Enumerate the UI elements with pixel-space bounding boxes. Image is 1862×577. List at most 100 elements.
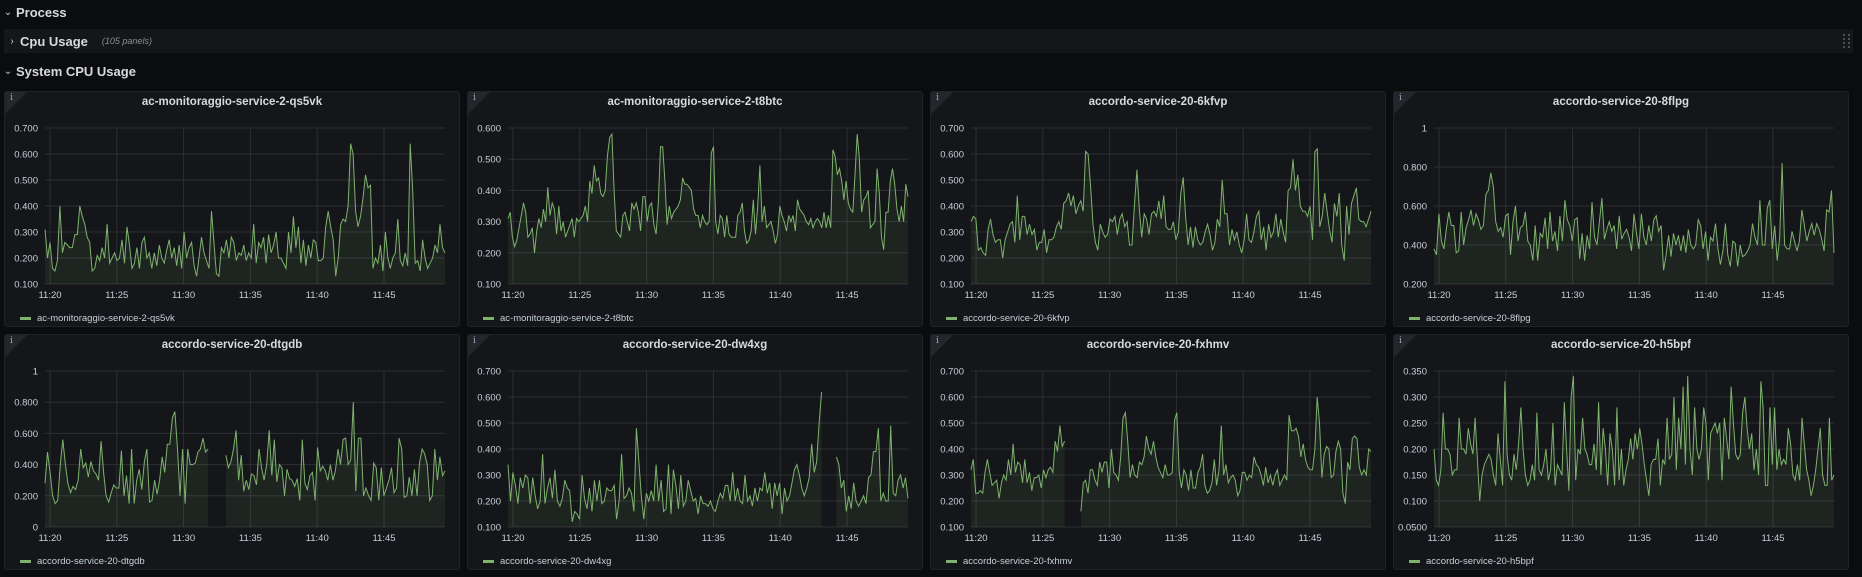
graph-panel[interactable]: i ac-monitoraggio-service-2-qs5vk 0.100 0.2… [4, 91, 460, 327]
x-tick-label: 11:30 [1561, 533, 1584, 544]
legend-label[interactable]: accordo-service-20-h5bpf [1426, 556, 1534, 567]
y-tick-label: 0.400 [477, 445, 501, 456]
x-tick-label: 11:45 [835, 290, 858, 301]
x-tick-label: 11:20 [1427, 290, 1450, 301]
x-tick-label: 11:35 [702, 533, 725, 544]
series-area [45, 144, 445, 284]
series-area [508, 392, 822, 527]
y-tick-label: 0.700 [477, 367, 501, 378]
y-tick-label: 0.600 [14, 429, 38, 440]
chart-svg: 0.2000.4000.6000.800111:20 11:25 11:30 11:3… [1394, 92, 1849, 327]
legend-label[interactable]: ac-monitoraggio-service-2-t8btc [500, 313, 634, 324]
legend-label[interactable]: accordo-service-20-dtgdb [37, 556, 145, 567]
legend-item[interactable]: accordo-service-20-dw4xg [483, 556, 611, 567]
legend-item[interactable]: accordo-service-20-fxhmv [946, 556, 1072, 567]
legend-label[interactable]: accordo-service-20-dw4xg [500, 556, 611, 567]
chart-svg: 0.1000.2000.3000.4000.5000.6000.70011:20… [5, 92, 460, 327]
chart-svg: 0.1000.2000.3000.4000.5000.6000.70011:20… [931, 92, 1386, 327]
row-process[interactable]: ⌄ Process [0, 0, 1862, 24]
legend-item[interactable]: ac-monitoraggio-service-2-t8btc [483, 313, 634, 324]
drag-handle-icon[interactable] [1843, 34, 1851, 48]
x-tick-label: 11:40 [1232, 533, 1255, 544]
y-tick-label: 0.200 [477, 248, 501, 259]
x-tick-label: 11:45 [1298, 533, 1321, 544]
x-tick-label: 11:40 [1232, 290, 1255, 301]
x-tick-label: 11:40 [1695, 533, 1718, 544]
graph-panel[interactable]: i accordo-service-20-dw4xg 0.100 0.200 0.300… [467, 334, 923, 570]
y-tick-label: 0.200 [477, 497, 501, 508]
x-tick-label: 11:35 [1165, 290, 1188, 301]
chevron-right-icon: › [4, 36, 20, 47]
chart-svg: 0.1000.2000.3000.4000.5000.60011:20 11:25… [468, 92, 923, 327]
y-tick-label: 0.100 [1403, 497, 1427, 508]
y-tick-label: 0.500 [940, 419, 964, 430]
x-tick-label: 11:25 [105, 533, 128, 544]
y-tick-label: 0.300 [940, 228, 964, 239]
x-tick-label: 11:45 [372, 290, 395, 301]
y-tick-label: 0.100 [477, 523, 501, 534]
x-tick-label: 11:35 [239, 290, 262, 301]
y-tick-label: 0.600 [477, 124, 501, 135]
x-tick-label: 11:40 [769, 533, 792, 544]
y-tick-label: 0.100 [940, 280, 964, 291]
row-system-cpu-usage[interactable]: ⌄ System CPU Usage [0, 59, 1862, 83]
legend-item[interactable]: accordo-service-20-8flpg [1409, 313, 1531, 324]
x-tick-label: 11:35 [1165, 533, 1188, 544]
x-tick-label: 11:45 [1761, 533, 1784, 544]
x-tick-label: 11:20 [38, 533, 61, 544]
y-tick-label: 0.200 [940, 497, 964, 508]
y-tick-label: 0.500 [940, 176, 964, 187]
x-tick-label: 11:25 [568, 533, 591, 544]
x-tick-label: 11:30 [1561, 290, 1584, 301]
y-tick-label: 0.150 [1403, 471, 1427, 482]
x-tick-label: 11:35 [239, 533, 262, 544]
y-tick-label: 0.400 [940, 445, 964, 456]
legend-item[interactable]: ac-monitoraggio-service-2-qs5vk [20, 313, 175, 324]
legend-item[interactable]: accordo-service-20-h5bpf [1409, 556, 1534, 567]
legend-label[interactable]: accordo-service-20-6kfvp [963, 313, 1070, 324]
graph-panel[interactable]: i ac-monitoraggio-service-2-t8btc 0.100 0.2… [467, 91, 923, 327]
x-tick-label: 11:45 [372, 533, 395, 544]
chevron-down-icon: ⌄ [0, 66, 16, 77]
legend-label[interactable]: ac-monitoraggio-service-2-qs5vk [37, 313, 175, 324]
y-tick-label: 0.200 [1403, 280, 1427, 291]
series-area [508, 134, 908, 284]
y-tick-label: 0.400 [477, 186, 501, 197]
chart-svg: 0.1000.2000.3000.4000.5000.6000.70011:20… [931, 335, 1386, 570]
y-tick-label: 0.500 [477, 155, 501, 166]
graph-panel[interactable]: i accordo-service-20-h5bpf 0.0500 0.100 0.15… [1393, 334, 1849, 570]
y-tick-label: 0.300 [1403, 393, 1427, 404]
graph-panel[interactable]: i accordo-service-20-fxhmv 0.100 0.200 0.300… [930, 334, 1386, 570]
x-tick-label: 11:45 [1298, 290, 1321, 301]
graph-panel[interactable]: i accordo-service-20-dtgdb 0 0.200 0.400 0.60… [4, 334, 460, 570]
x-tick-label: 11:35 [1628, 533, 1651, 544]
row-title: Cpu Usage [20, 34, 88, 49]
y-tick-label: 1 [1422, 124, 1427, 135]
y-tick-label: 0.100 [940, 523, 964, 534]
legend-swatch [946, 317, 957, 320]
chart-svg: 0 0.200 0.400 0.600 0.800 1 11:20 11:25 11:30 11:… [5, 335, 460, 570]
y-tick-label: 0.600 [477, 393, 501, 404]
series-area [1434, 163, 1834, 284]
y-tick-label: 0.300 [477, 217, 501, 228]
x-tick-label: 11:20 [38, 290, 61, 301]
y-tick-label: 0.400 [940, 202, 964, 213]
row-title: Process [16, 5, 67, 20]
y-tick-label: 0.300 [14, 228, 38, 239]
legend-item[interactable]: accordo-service-20-6kfvp [946, 313, 1070, 324]
y-tick-label: 0.400 [14, 460, 38, 471]
legend-item[interactable]: accordo-service-20-dtgdb [20, 556, 145, 567]
y-tick-label: 0.700 [940, 124, 964, 135]
row-cpu-usage[interactable]: › Cpu Usage (105 panels) [4, 29, 1853, 53]
graph-panel[interactable]: i accordo-service-20-8flpg 0.200 0.400 0.600… [1393, 91, 1849, 327]
y-tick-label: 0.200 [14, 491, 38, 502]
chart-svg: 0.05000.1000.1500.2000.2500.3000.35011:2… [1394, 335, 1849, 570]
x-tick-label: 11:20 [964, 290, 987, 301]
y-tick-label: 0.350 [1403, 367, 1427, 378]
legend-label[interactable]: accordo-service-20-8flpg [1426, 313, 1531, 324]
x-tick-label: 11:40 [769, 290, 792, 301]
x-tick-label: 11:20 [501, 290, 524, 301]
y-tick-label: 0.600 [14, 150, 38, 161]
graph-panel[interactable]: i accordo-service-20-6kfvp 0.100 0.200 0.300… [930, 91, 1386, 327]
legend-label[interactable]: accordo-service-20-fxhmv [963, 556, 1072, 567]
